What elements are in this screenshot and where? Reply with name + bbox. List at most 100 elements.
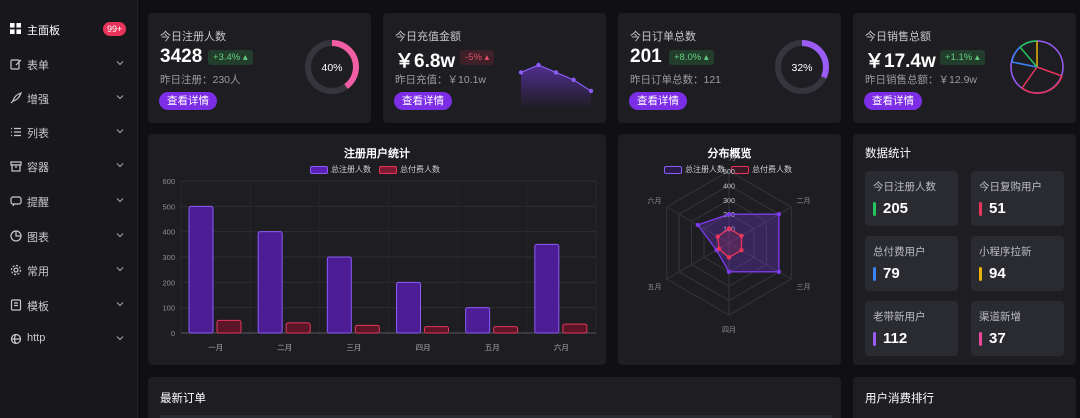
sidebar-item-dashboard[interactable]: 主面板 99+ xyxy=(0,18,138,40)
sidebar-item-charts[interactable]: 图表 xyxy=(0,225,138,247)
bar-paying xyxy=(493,326,519,334)
form-edit-icon xyxy=(9,57,22,70)
radar-axis-label: 四月 xyxy=(722,326,736,334)
x-tick-label: 一月 xyxy=(208,343,223,352)
radar-point xyxy=(776,269,782,274)
tile-accent xyxy=(873,332,876,346)
sidebar-item-label: 表单 xyxy=(27,60,49,72)
user-spending-ranking-panel: 用户消费排行 xyxy=(853,377,1076,418)
sidebar-item-http[interactable]: http xyxy=(0,328,138,350)
stat-value: ￥17.4w xyxy=(865,51,936,72)
bar-registrations xyxy=(326,256,352,334)
tile-label: 总付费用户 xyxy=(873,246,926,258)
chevron-down-icon xyxy=(116,336,124,341)
stat-tile: 渠道新增 37 xyxy=(971,301,1064,356)
view-details-button[interactable]: 查看详情 xyxy=(159,92,217,110)
bar-registrations xyxy=(257,231,283,334)
sparkline-point xyxy=(553,70,559,75)
panel-title: 用户消费排行 xyxy=(865,393,934,405)
progress-ring: 40% xyxy=(305,40,359,94)
radar-axis-label: 一月 xyxy=(722,154,736,162)
sidebar-item-label: 主面板 xyxy=(27,25,60,37)
view-details-button[interactable]: 查看详情 xyxy=(629,92,687,110)
sidebar-item-container[interactable]: 容器 xyxy=(0,155,138,177)
sidebar-item-template[interactable]: 模板 xyxy=(0,294,138,316)
tile-label: 老带新用户 xyxy=(873,311,926,323)
stat-value: 3428 xyxy=(160,46,203,67)
sidebar-item-form[interactable]: 表单 xyxy=(0,53,138,75)
sidebar: 主面板 99+ 表单 增强 列表 容器 提醒 图表 常用 模板 xyxy=(0,0,138,418)
tile-label: 今日注册人数 xyxy=(873,181,936,193)
stat-value: 201 xyxy=(630,46,662,67)
sparkline-point xyxy=(518,70,524,75)
legend-swatch xyxy=(379,165,397,174)
chevron-down-icon xyxy=(116,163,124,168)
y-tick-label: 400 xyxy=(162,228,175,237)
radar-point xyxy=(739,233,744,238)
table-header xyxy=(160,415,832,418)
panel-title: 数据统计 xyxy=(865,148,911,160)
view-details-button[interactable]: 查看详情 xyxy=(394,92,452,110)
pie-chart-icon xyxy=(9,229,22,242)
box-icon xyxy=(9,159,22,172)
radar-axis xyxy=(728,242,792,280)
dashboard-icon xyxy=(9,22,22,35)
sidebar-item-enhance[interactable]: 增强 xyxy=(0,87,138,109)
x-tick-label: 四月 xyxy=(416,343,431,352)
latest-orders-panel: 最新订单 xyxy=(148,377,841,418)
chart-legend[interactable]: 总注册人数 总付费人数 xyxy=(310,164,440,175)
delta-text: +3.4% xyxy=(213,52,241,63)
tile-value: 51 xyxy=(989,200,1006,217)
notification-badge: 99+ xyxy=(103,22,127,36)
mini-pie-chart xyxy=(1010,40,1064,94)
y-tick-label: 100 xyxy=(162,304,175,313)
stat-tile: 总付费用户 79 xyxy=(865,236,958,291)
tile-value: 79 xyxy=(883,265,900,282)
radar-point xyxy=(776,212,782,217)
legend-swatch xyxy=(310,165,328,174)
registration-chart-panel: 注册用户统计 总注册人数 总付费人数 0 100 200 300 400 500 600 一月… xyxy=(148,134,606,365)
tile-value: 205 xyxy=(883,200,909,217)
trend-up-icon: ▴ xyxy=(974,52,980,63)
radar-axis-label: 三月 xyxy=(796,283,810,291)
radar-point xyxy=(739,248,744,253)
stat-subtext: 昨日销售总额：￥12.9w xyxy=(865,74,978,86)
sidebar-item-common[interactable]: 常用 xyxy=(0,259,138,281)
y-tick-label: 0 xyxy=(171,329,175,338)
trend-badge: +3.4% ▴ xyxy=(208,50,253,65)
chevron-down-icon xyxy=(116,302,124,307)
legend-label: 总注册人数 xyxy=(331,165,371,174)
tile-value: 37 xyxy=(989,330,1006,347)
stat-tile: 老带新用户 112 xyxy=(865,301,958,356)
chart-title: 注册用户统计 xyxy=(344,148,410,160)
stat-subtext: 昨日注册：230人 xyxy=(160,74,241,86)
trend-up-icon: ▴ xyxy=(242,52,248,63)
sparkline-point xyxy=(588,88,594,94)
chart-legend[interactable]: 总注册人数 总付费人数 xyxy=(664,164,792,175)
delta-text: +8.0% xyxy=(674,52,702,63)
radar-axis xyxy=(728,206,792,244)
sidebar-item-reminder[interactable]: 提醒 xyxy=(0,190,138,212)
data-stats-panel: 数据统计 今日注册人数 205 今日复购用户 51 总付费用户 79 小程序拉新… xyxy=(853,134,1076,365)
x-tick-label: 三月 xyxy=(346,343,361,352)
bar-paying xyxy=(354,324,380,334)
chart-title: 分布概览 xyxy=(707,148,752,160)
stat-tile: 小程序拉新 94 xyxy=(971,236,1064,291)
ring-label: 40% xyxy=(321,62,342,74)
legend-label: 总付费人数 xyxy=(752,165,792,174)
radar-chart: 100200300400500一月二月三月四月五月六月 xyxy=(648,154,811,334)
view-details-button[interactable]: 查看详情 xyxy=(864,92,922,110)
panel-title: 最新订单 xyxy=(160,393,206,405)
bar-paying xyxy=(424,326,449,334)
sparkline-point xyxy=(571,77,576,83)
stat-card-sales: 今日销售总额 ￥17.4w +1.1% ▴ 昨日销售总额：￥12.9w 查看详情 xyxy=(853,13,1076,123)
radar-point xyxy=(726,226,732,231)
y-tick-label: 200 xyxy=(162,278,175,287)
y-tick-label: 600 xyxy=(162,177,175,186)
bar-paying xyxy=(216,319,242,334)
delta-text: +1.1% xyxy=(945,52,973,63)
tile-label: 渠道新增 xyxy=(979,311,1021,323)
chevron-down-icon xyxy=(116,95,124,100)
sidebar-item-list[interactable]: 列表 xyxy=(0,121,138,143)
radar-point xyxy=(726,255,732,260)
